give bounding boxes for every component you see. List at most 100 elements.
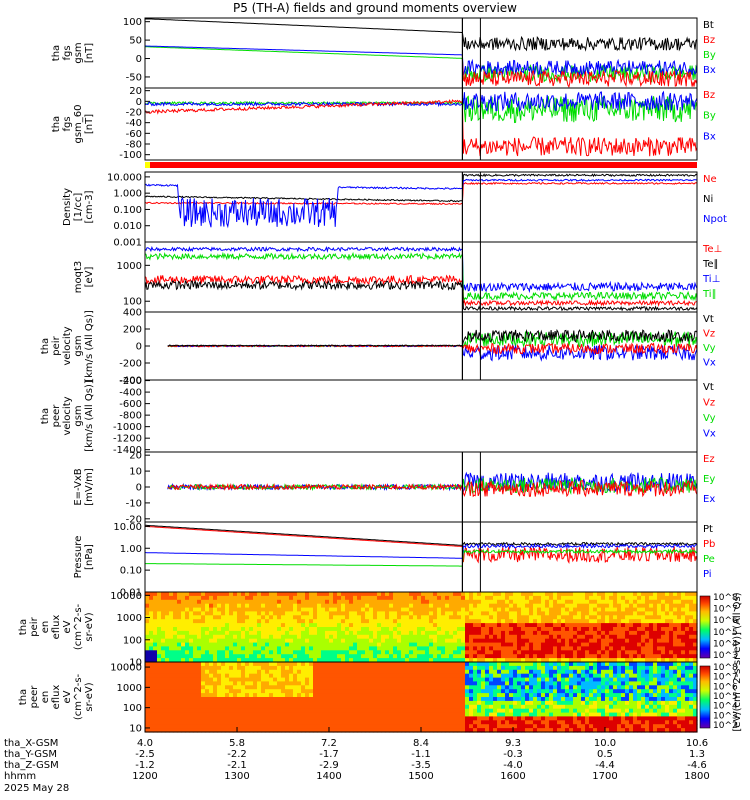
spec-cell-peer-spec	[509, 662, 514, 667]
spec-cell-peer-spec	[449, 669, 454, 675]
spec-cell-peer-spec	[541, 716, 546, 721]
spec-cell-peer-spec	[649, 673, 654, 679]
spec-cell-peir-spec	[377, 599, 382, 605]
spec-cell-peir-spec	[677, 646, 682, 651]
spec-cell-peir-spec	[513, 634, 518, 640]
spec-cell-peir-spec	[365, 627, 370, 632]
spec-cell-peir-spec	[409, 623, 414, 628]
spec-cell-peer-spec	[637, 669, 642, 675]
spec-cell-peir-spec	[301, 650, 306, 655]
spec-cell-peir-spec	[633, 634, 638, 640]
spec-cell-peir-spec	[653, 623, 658, 628]
spec-cell-peir-spec	[413, 642, 418, 648]
spec-cell-peir-spec	[493, 603, 498, 609]
spec-cell-peir-spec	[297, 615, 302, 620]
spec-cell-peir-spec	[497, 638, 502, 644]
spec-cell-peer-spec	[553, 712, 558, 718]
spec-cell-peir-spec	[625, 611, 630, 616]
spec-cell-peer-spec	[313, 681, 318, 686]
spec-cell-peer-spec	[353, 681, 358, 686]
spec-cell-peer-spec	[501, 708, 506, 714]
spec-cell-peer-spec	[177, 697, 182, 702]
spec-cell-peer-spec	[541, 665, 546, 671]
spec-cell-peer-spec	[681, 697, 686, 702]
spec-cell-peer-spec	[497, 673, 502, 679]
spec-cell-peir-spec	[625, 642, 630, 648]
spec-cell-peer-spec	[485, 708, 490, 714]
spec-cell-peer-spec	[405, 681, 410, 686]
spec-cell-peir-spec	[389, 642, 394, 648]
spec-cell-peer-spec	[585, 724, 590, 729]
spec-cell-peer-spec	[325, 724, 330, 729]
spec-cell-peer-spec	[257, 693, 262, 698]
spec-cell-peir-spec	[281, 603, 286, 609]
spec-cell-peer-spec	[621, 677, 626, 683]
spec-cell-peer-spec	[193, 724, 198, 729]
spec-cell-peer-spec	[225, 704, 230, 710]
spec-cell-peer-spec	[209, 708, 214, 714]
spec-cell-peir-spec	[241, 642, 246, 648]
spec-cell-peer-spec	[445, 728, 450, 733]
spec-cell-peir-spec	[421, 634, 426, 640]
spec-cell-peir-spec	[449, 592, 454, 597]
spec-cell-peir-spec	[429, 638, 434, 644]
spec-cell-peer-spec	[177, 662, 182, 667]
spec-cell-peir-spec	[297, 654, 302, 659]
spec-cell-peir-spec	[153, 611, 158, 616]
spec-cell-peir-spec	[553, 650, 558, 655]
spec-cell-peer-spec	[417, 665, 422, 671]
spec-cell-peir-spec	[153, 615, 158, 620]
spec-cell-peer-spec	[313, 724, 318, 729]
spec-cell-peer-spec	[665, 681, 670, 686]
spec-cell-peer-spec	[229, 681, 234, 686]
spec-cell-peer-spec	[621, 662, 626, 667]
spec-cell-peir-spec	[597, 611, 602, 616]
spec-cell-peir-spec	[485, 642, 490, 648]
spec-cell-peer-spec	[481, 669, 486, 675]
spec-cell-peer-spec	[573, 728, 578, 733]
spec-cell-peir-spec	[341, 646, 346, 651]
spec-cell-peir-spec	[197, 646, 202, 651]
spec-cell-peer-spec	[629, 665, 634, 671]
spec-cell-peer-spec	[417, 712, 422, 718]
spec-cell-peir-spec	[257, 619, 262, 624]
spec-cell-peir-spec	[341, 634, 346, 640]
spec-cell-peir-spec	[285, 599, 290, 605]
spec-cell-peer-spec	[165, 677, 170, 683]
spec-cell-peir-spec	[517, 615, 522, 620]
spec-cell-peer-spec	[389, 704, 394, 710]
spec-cell-peir-spec	[281, 638, 286, 644]
spec-cell-peer-spec	[293, 712, 298, 718]
spec-cell-peer-spec	[181, 716, 186, 721]
spec-cell-peer-spec	[593, 693, 598, 698]
spec-cell-peir-spec	[329, 611, 334, 616]
spec-cell-peer-spec	[345, 693, 350, 698]
spec-cell-peer-spec	[461, 720, 466, 725]
spec-cell-peer-spec	[673, 712, 678, 718]
spec-cell-peir-spec	[305, 630, 310, 636]
spec-cell-peer-spec	[261, 720, 266, 725]
spec-cell-peer-spec	[457, 662, 462, 667]
spec-cell-peir-spec	[317, 650, 322, 655]
spec-cell-peer-spec	[217, 720, 222, 725]
spec-cell-peir-spec	[281, 630, 286, 636]
spec-cell-peer-spec	[205, 669, 210, 675]
spec-cell-peer-spec	[357, 716, 362, 721]
spec-cell-peer-spec	[237, 681, 242, 686]
spec-cell-peir-spec	[333, 619, 338, 624]
spec-cell-peir-spec	[649, 615, 654, 620]
spec-cell-peer-spec	[217, 712, 222, 718]
spec-cell-peir-spec	[661, 607, 666, 613]
spec-cell-peir-spec	[457, 634, 462, 640]
spec-cell-peir-spec	[441, 603, 446, 609]
spec-cell-peir-spec	[233, 607, 238, 613]
spec-cell-peir-spec	[285, 611, 290, 616]
spec-cell-peer-spec	[237, 697, 242, 702]
spec-cell-peir-spec	[401, 638, 406, 644]
spec-cell-peer-spec	[433, 669, 438, 675]
spec-cell-peir-spec	[497, 658, 502, 663]
spec-cell-peir-spec	[561, 592, 566, 597]
spec-cell-peer-spec	[329, 693, 334, 698]
spec-cell-peer-spec	[489, 728, 494, 733]
spec-cell-peer-spec	[517, 697, 522, 702]
